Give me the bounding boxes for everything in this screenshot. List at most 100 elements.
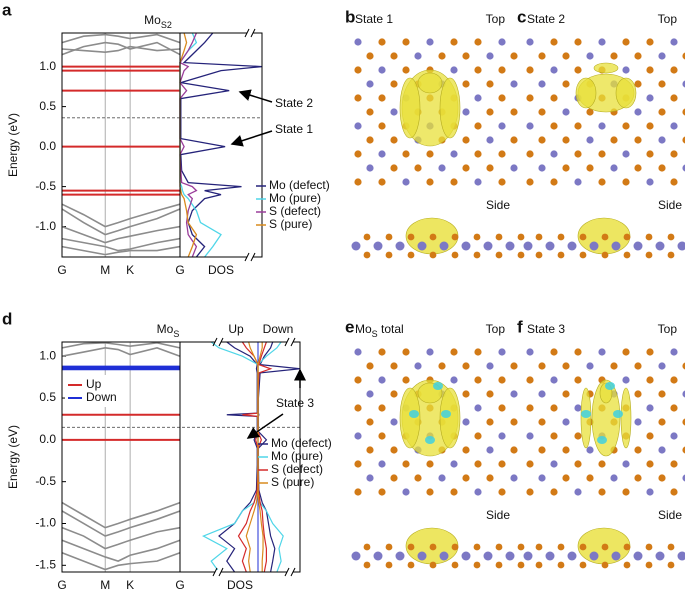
atom	[390, 418, 397, 425]
atom	[634, 552, 643, 561]
orbital-lobe	[621, 388, 631, 448]
atom	[354, 404, 361, 411]
orbital-lobe	[616, 78, 636, 108]
atom	[486, 362, 493, 369]
chart-title-part: S	[173, 329, 179, 339]
atom	[452, 234, 459, 241]
atom	[486, 164, 493, 171]
orbital-lobe	[594, 63, 618, 73]
legend-label: Up	[86, 377, 102, 391]
atom	[546, 552, 555, 561]
atom	[352, 552, 361, 561]
y-tick-label: 0.0	[39, 139, 56, 153]
annotation: State 1	[275, 122, 313, 136]
top-view	[526, 38, 685, 185]
atom	[364, 234, 371, 241]
atom	[438, 474, 445, 481]
atom	[408, 544, 415, 551]
atom	[574, 150, 581, 157]
atom	[366, 52, 373, 59]
atom	[474, 348, 481, 355]
atom	[634, 418, 641, 425]
atom	[414, 362, 421, 369]
atom	[598, 150, 605, 157]
atom	[634, 362, 641, 369]
view-label: Top	[658, 322, 678, 336]
atom	[668, 544, 675, 551]
atom	[510, 362, 517, 369]
atom	[568, 242, 577, 251]
atom	[390, 474, 397, 481]
orbital-lobe	[440, 388, 460, 448]
atom	[670, 488, 677, 495]
atom	[646, 234, 653, 241]
atom	[364, 562, 371, 569]
atom	[670, 150, 677, 157]
atom	[598, 488, 605, 495]
annotation-arrow	[248, 414, 283, 438]
atom	[486, 80, 493, 87]
atom	[414, 474, 421, 481]
atom	[622, 150, 629, 157]
dos-label: DOS	[227, 578, 253, 592]
atom	[390, 164, 397, 171]
legend-label: S (defect)	[271, 462, 323, 476]
atom	[538, 390, 545, 397]
atom	[670, 460, 677, 467]
atom	[550, 122, 557, 129]
atom	[574, 376, 581, 383]
atom	[658, 136, 665, 143]
atom	[670, 178, 677, 185]
x-tick-label: M	[100, 578, 110, 592]
atom	[450, 150, 457, 157]
chart-title-part: Mo	[157, 322, 174, 336]
atom	[622, 178, 629, 185]
atom	[486, 390, 493, 397]
atom	[562, 474, 569, 481]
atom	[622, 348, 629, 355]
atom	[586, 446, 593, 453]
atom	[670, 348, 677, 355]
atom	[602, 562, 609, 569]
legend-label: S (pure)	[271, 475, 314, 489]
atom	[646, 94, 653, 101]
atom	[366, 418, 373, 425]
atom	[474, 460, 481, 467]
atom	[438, 362, 445, 369]
atom	[646, 404, 653, 411]
atom	[366, 80, 373, 87]
atom	[450, 376, 457, 383]
atom	[462, 136, 469, 143]
atom	[474, 234, 481, 241]
orbital-lobe-negative	[597, 436, 607, 444]
atom	[524, 242, 533, 251]
atom	[574, 66, 581, 73]
atom	[366, 390, 373, 397]
atom	[610, 164, 617, 171]
atom	[474, 94, 481, 101]
atom	[390, 136, 397, 143]
atom	[526, 488, 533, 495]
atom	[354, 460, 361, 467]
atom	[658, 362, 665, 369]
atom	[426, 488, 433, 495]
atom	[354, 348, 361, 355]
atom	[580, 562, 587, 569]
atom	[510, 80, 517, 87]
atom	[430, 234, 437, 241]
top-view	[354, 38, 517, 185]
atom	[378, 348, 385, 355]
atom	[390, 362, 397, 369]
chart-title: MoS	[157, 322, 180, 339]
atom	[634, 136, 641, 143]
atom	[496, 252, 503, 259]
atom	[378, 178, 385, 185]
view-label: Top	[658, 12, 678, 26]
atom	[550, 38, 557, 45]
atom	[484, 552, 493, 561]
atom	[378, 38, 385, 45]
atom	[658, 390, 665, 397]
atom	[486, 136, 493, 143]
chart-title: MoS2	[144, 13, 172, 30]
atom	[498, 460, 505, 467]
